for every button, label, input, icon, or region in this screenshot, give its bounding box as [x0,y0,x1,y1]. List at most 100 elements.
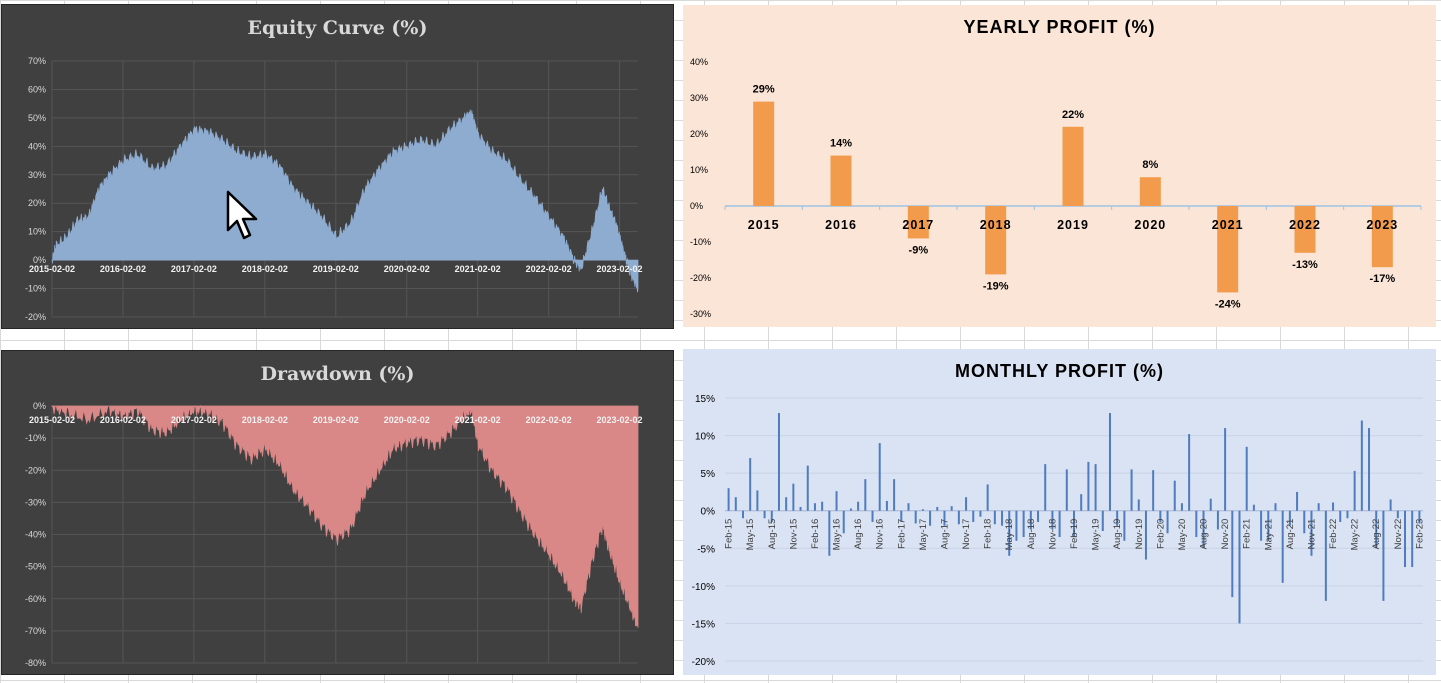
bar [1317,503,1320,511]
bar [1274,503,1277,511]
y-tick-label: -15% [692,619,715,630]
bar [749,458,752,511]
bar [1339,510,1342,522]
y-tick-label: 20% [690,129,708,139]
data-label: -9% [909,244,929,256]
bar [1332,502,1335,511]
x-tick-label: Nov-18 [1047,519,1058,550]
bar [727,488,730,511]
bar [1080,494,1083,511]
bar [1324,510,1327,601]
bar [1382,510,1385,601]
bar [986,484,989,511]
bar [1108,413,1111,511]
bar [756,490,759,511]
bar [1404,510,1407,568]
bar [1267,510,1270,541]
bar [1001,510,1004,526]
y-tick-label: 70% [28,56,46,66]
drawdown-panel: Drawdown (%) 0% -10% -20% -30% -40% -50% -60% -… [1,350,674,675]
bar [1209,498,1212,511]
drawdown-chart: 0% -10% -20% -30% -40% -50% -60% -70% -80% 2015-0… [25,401,643,668]
bar [1044,464,1047,511]
x-tick-label: May-16 [832,519,843,551]
y-tick-label: 0% [33,401,46,411]
y-tick-label: -10% [25,433,46,443]
x-tick-label: 2018-02-02 [242,415,288,425]
bar [1288,510,1291,526]
y-tick-label: 10% [28,227,46,237]
bar [979,510,982,517]
y-tick-label: 0% [33,255,46,265]
bar [929,510,932,526]
y-tick-label: 5% [701,469,716,480]
x-tick-label: Aug-22 [1371,519,1382,550]
y-tick-label: 15% [695,394,715,405]
y-tick-label: -40% [25,530,46,540]
series-area [51,404,639,628]
x-tick-label: 2019-02-02 [313,264,359,274]
x-tick-label: May-17 [918,519,929,551]
monthly-profit-panel: MONTHLY PROFIT (%) 15% 10% 5% 0% -5% -10% -15%… [683,349,1436,675]
y-tick-label: -20% [690,273,711,283]
x-tick-label: Nov-19 [1134,519,1145,550]
bar [1231,510,1234,598]
data-label: -19% [983,280,1009,292]
bar [777,413,780,511]
bar [1130,469,1133,511]
bar [1195,510,1198,538]
bar [1094,464,1097,511]
data-label: -24% [1215,298,1241,310]
monthly-profit-chart: 15% 10% 5% 0% -5% -10% -15% -20% Feb-15 May-15 Aug… [692,394,1426,668]
bar [785,497,788,511]
y-tick-label: -70% [25,626,46,636]
bar [993,510,996,525]
y-tick-label: 30% [28,170,46,180]
equity-curve-chart: 70% 60% 50% 40% 30% 20% 10% 0% -10% -20% 2015-02-0… [25,56,643,322]
x-tick-label: Nov-22 [1393,519,1404,550]
y-tick-label: -10% [25,284,46,294]
bar [1396,510,1399,519]
bar [900,510,903,522]
x-tick-label: Aug-21 [1285,519,1296,550]
x-tick-label: Feb-15 [724,519,735,549]
data-label: -13% [1292,259,1318,271]
bar [799,506,802,511]
x-tick-label: May-19 [1091,519,1102,551]
bar [763,510,766,519]
bar [1418,510,1421,524]
bar [1389,499,1392,511]
bar [921,509,924,511]
y-tick-label: 40% [690,57,708,67]
x-tick-label: 2021-02-02 [455,415,501,425]
y-tick-label: 10% [695,432,715,443]
category-label: 2015 [748,218,780,232]
bar [1166,510,1169,534]
y-tick-label: -20% [25,312,46,322]
mouse-pointer-icon [226,190,258,240]
x-tick-label: Feb-21 [1242,519,1253,549]
bar [1252,504,1255,511]
bar [741,510,744,519]
y-tick-label: -20% [692,657,715,668]
bar [1123,510,1126,541]
bar [806,465,809,511]
x-tick-label: Aug-17 [939,519,950,550]
bar [914,510,917,524]
bar [972,510,975,522]
bar [1310,510,1313,556]
bar [1346,510,1349,519]
bar [1058,510,1061,538]
bar [849,508,852,511]
bar [965,497,968,511]
y-tick-label: -30% [25,497,46,507]
bar [871,510,874,522]
bar [734,497,737,511]
bar [828,510,831,556]
category-label: 2016 [825,218,857,232]
bar [835,491,838,511]
bar [1360,420,1363,511]
x-tick-label: Nov-16 [875,519,886,550]
x-tick-label: 2021-02-02 [455,264,501,274]
monthly-profit-title: MONTHLY PROFIT (%) [954,361,1164,381]
